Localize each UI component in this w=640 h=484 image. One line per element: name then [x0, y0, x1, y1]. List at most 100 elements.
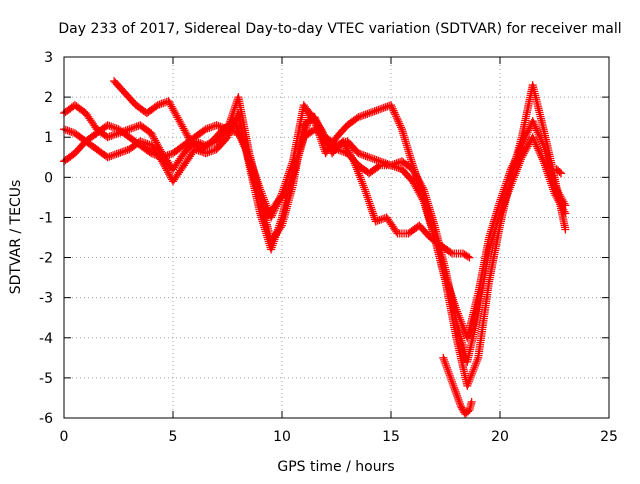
data-point: [347, 153, 356, 162]
data-point: [157, 99, 166, 108]
data-point: [182, 129, 191, 138]
data-point: [359, 151, 368, 160]
data-point: [149, 149, 158, 158]
data-point: [114, 149, 123, 158]
data-point: [166, 100, 175, 109]
data-point: [354, 149, 363, 158]
data-point: [205, 147, 214, 156]
data-point: [531, 122, 540, 131]
data-point: [276, 217, 285, 226]
data-point: [372, 106, 381, 115]
data-point: [129, 123, 138, 132]
data-point: [69, 128, 78, 137]
data-point: [518, 151, 527, 160]
data-point: [540, 159, 549, 168]
data-point: [145, 148, 154, 157]
data-point: [414, 179, 423, 188]
data-point: [65, 127, 74, 136]
data-point: [388, 104, 397, 113]
data-point: [357, 150, 366, 159]
data-point: [253, 185, 262, 194]
data-point: [158, 153, 167, 162]
y-axis-label: SDTVAR / TECUs: [8, 180, 24, 295]
data-point: [532, 126, 541, 135]
data-point: [391, 110, 400, 119]
data-point: [395, 119, 404, 128]
data-point: [470, 363, 479, 372]
data-point: [275, 221, 284, 230]
data-point: [383, 159, 392, 168]
data-point: [275, 219, 284, 228]
y-tick-label: 3: [44, 50, 53, 66]
data-series-5: [552, 165, 566, 178]
data-point: [557, 169, 566, 178]
data-point: [467, 397, 476, 406]
data-point: [445, 371, 454, 380]
data-point: [369, 209, 378, 218]
data-point: [533, 144, 542, 153]
data-point: [464, 407, 473, 416]
data-point: [366, 203, 375, 212]
data-point: [448, 379, 457, 388]
data-point: [255, 191, 264, 200]
data-point: [387, 161, 395, 170]
data-point: [374, 105, 383, 114]
data-point: [532, 140, 541, 149]
data-point: [353, 165, 362, 174]
data-point: [368, 107, 377, 116]
data-series-3: [110, 77, 474, 262]
data-point: [343, 146, 352, 155]
data-point: [538, 155, 547, 164]
data-point: [441, 359, 450, 368]
data-point: [410, 165, 419, 174]
data-point: [529, 119, 538, 128]
data-point: [323, 140, 332, 149]
data-point: [456, 399, 465, 408]
data-point: [534, 146, 543, 155]
y-tick-label: -4: [39, 331, 53, 347]
data-point: [164, 97, 173, 106]
data-point: [356, 149, 365, 158]
data-point: [207, 123, 216, 132]
data-point: [230, 117, 239, 126]
data-point: [267, 245, 276, 254]
data-point: [392, 227, 401, 236]
data-point: [150, 134, 159, 143]
data-point: [201, 125, 210, 134]
x-tick-label: 10: [273, 429, 291, 445]
data-point: [156, 145, 165, 154]
data-point: [450, 385, 459, 394]
data-point: [107, 131, 116, 140]
data-point: [471, 361, 480, 370]
data-point: [446, 373, 455, 382]
data-point: [259, 203, 268, 212]
data-point: [154, 151, 163, 160]
data-point: [257, 199, 266, 208]
data-point: [367, 205, 376, 214]
data-series-1: [60, 109, 570, 366]
data-point: [415, 181, 424, 190]
data-point: [205, 123, 214, 132]
data-point: [351, 161, 360, 170]
data-point: [200, 126, 209, 135]
data-point: [365, 109, 374, 118]
data-point: [414, 177, 423, 186]
data-point: [344, 148, 353, 157]
data-point: [169, 106, 178, 115]
data-point: [472, 357, 481, 366]
data-point: [356, 112, 365, 121]
data-point: [452, 389, 461, 398]
x-tick-label: 15: [382, 429, 400, 445]
data-point: [109, 131, 118, 140]
data-point: [255, 193, 264, 202]
data-point: [153, 101, 162, 110]
data-point: [339, 137, 348, 146]
data-point: [274, 223, 283, 232]
data-point: [110, 150, 119, 159]
data-point: [365, 199, 374, 208]
data-point: [238, 135, 247, 144]
data-point: [387, 101, 395, 110]
data-point: [445, 369, 454, 378]
y-tick-label: -5: [39, 371, 53, 387]
